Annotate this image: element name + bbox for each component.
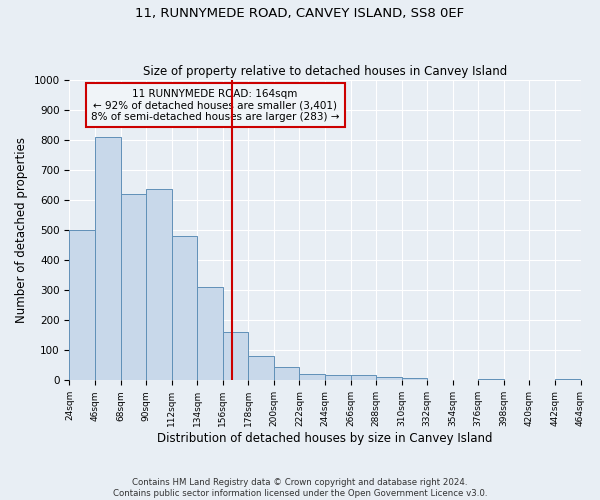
Text: 11 RUNNYMEDE ROAD: 164sqm
← 92% of detached houses are smaller (3,401)
8% of sem: 11 RUNNYMEDE ROAD: 164sqm ← 92% of detac…: [91, 88, 340, 122]
Text: Contains HM Land Registry data © Crown copyright and database right 2024.
Contai: Contains HM Land Registry data © Crown c…: [113, 478, 487, 498]
Bar: [146, 190, 172, 380]
Bar: [350, 375, 376, 380]
Y-axis label: Number of detached properties: Number of detached properties: [15, 137, 28, 323]
Title: Size of property relative to detached houses in Canvey Island: Size of property relative to detached ho…: [143, 66, 507, 78]
Bar: [95, 137, 121, 380]
Bar: [325, 375, 350, 380]
Bar: [223, 332, 248, 380]
Bar: [70, 230, 95, 380]
Bar: [401, 378, 427, 380]
Bar: [376, 378, 401, 380]
Bar: [555, 379, 581, 380]
Bar: [172, 236, 197, 380]
Bar: [478, 379, 504, 380]
Bar: [121, 194, 146, 380]
Text: 11, RUNNYMEDE ROAD, CANVEY ISLAND, SS8 0EF: 11, RUNNYMEDE ROAD, CANVEY ISLAND, SS8 0…: [136, 8, 464, 20]
Bar: [197, 287, 223, 380]
Bar: [248, 356, 274, 380]
Bar: [274, 367, 299, 380]
X-axis label: Distribution of detached houses by size in Canvey Island: Distribution of detached houses by size …: [157, 432, 493, 445]
Bar: [299, 374, 325, 380]
